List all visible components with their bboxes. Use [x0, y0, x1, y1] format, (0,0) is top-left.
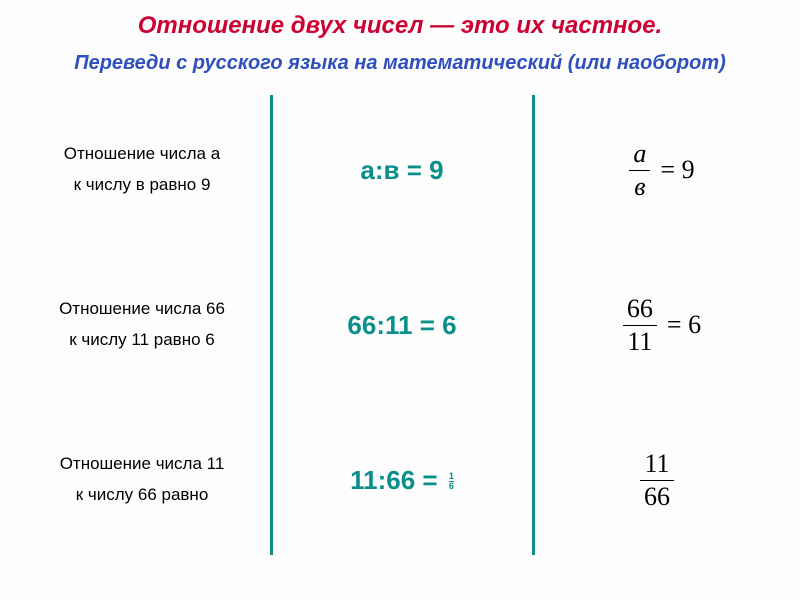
ratio-3: 11:66 = 1 6	[350, 465, 454, 496]
ratio-cell-1: а:в = 9	[272, 95, 532, 245]
fraction-1: a в	[629, 140, 650, 200]
content-grid: Отношение числа а к числу в равно 9 а:в …	[12, 95, 800, 555]
ru-text-1b: к числу в равно 9	[74, 170, 211, 201]
ru-text-1a: Отношение числа а	[64, 139, 220, 170]
ratio-cell-3: 11:66 = 1 6	[272, 405, 532, 555]
ru-text-3b: к числу 66 равно	[76, 480, 209, 511]
ru-text-2b: к числу 11 равно 6	[69, 325, 215, 356]
divider-1	[270, 95, 273, 555]
page-title: Отношение двух чисел — это их частное.	[0, 0, 800, 48]
small-fraction-3: 1 6	[449, 472, 454, 491]
frac-cell-3: 11 66	[532, 405, 792, 555]
divider-2	[532, 95, 535, 555]
page-subtitle: Переведи с русского языка на математичес…	[0, 48, 800, 85]
fraction-3: 11 66	[640, 450, 674, 510]
ratio-1: а:в = 9	[360, 155, 443, 186]
frac-rhs-2: = 6	[667, 310, 701, 340]
ratio-2: 66:11 = 6	[347, 310, 456, 341]
ru-cell-3: Отношение числа 11 к числу 66 равно	[12, 405, 272, 555]
frac-rhs-1: = 9	[660, 155, 694, 185]
frac-cell-2: 66 11 = 6	[532, 245, 792, 405]
ru-cell-1: Отношение числа а к числу в равно 9	[12, 95, 272, 245]
fraction-2: 66 11	[623, 295, 657, 355]
ru-text-2a: Отношение числа 66	[59, 294, 225, 325]
ru-cell-2: Отношение числа 66 к числу 11 равно 6	[12, 245, 272, 405]
ru-text-3a: Отношение числа 11	[60, 449, 225, 480]
frac-cell-1: a в = 9	[532, 95, 792, 245]
ratio-cell-2: 66:11 = 6	[272, 245, 532, 405]
